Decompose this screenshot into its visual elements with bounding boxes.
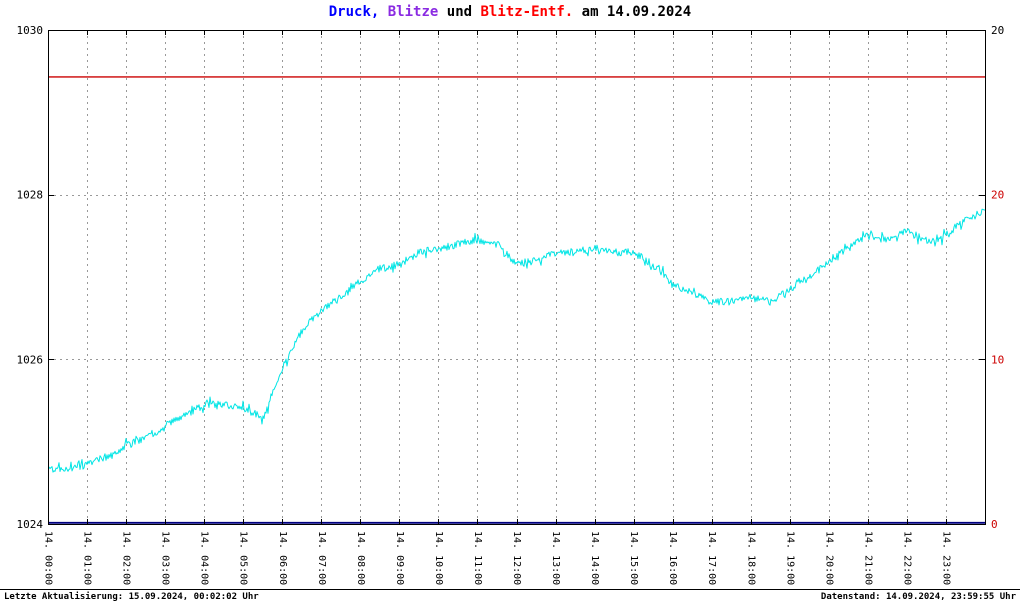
title-blitz-entf: Blitz-Entf. <box>480 4 574 20</box>
footer-last-update: Letzte Aktualisierung: 15.09.2024, 00:02… <box>4 592 259 602</box>
y-tick-label-left: 1024 <box>17 518 44 531</box>
druck-series-line <box>48 208 986 473</box>
axis-ticks <box>48 30 986 525</box>
y-tick-label-left: 1026 <box>17 353 44 366</box>
x-tick-label: 14. 04:00 <box>199 531 210 585</box>
x-tick-label: 14. 07:00 <box>316 531 327 585</box>
x-tick-label: 14. 02:00 <box>121 531 132 585</box>
x-tick-label: 14. 01:00 <box>82 531 93 585</box>
x-tick-label: 14. 18:00 <box>745 531 756 585</box>
grid <box>48 30 985 524</box>
x-tick-label: 14. 19:00 <box>784 531 795 585</box>
x-tick-label: 14. 10:00 <box>433 531 444 585</box>
y-axis-label-right-black: 20 <box>991 24 1004 37</box>
x-tick-label: 14. 00:00 <box>43 531 54 585</box>
x-tick-label: 14. 12:00 <box>511 531 522 585</box>
x-tick-label: 14. 22:00 <box>901 531 912 585</box>
x-tick-label: 14. 21:00 <box>862 531 873 585</box>
x-tick-label: 14. 17:00 <box>706 531 717 585</box>
y-tick-label-right-black: 20 <box>991 24 1004 37</box>
x-axis-labels: 14. 00:00 14. 01:00 14. 02:00 14. 03:00 14. … <box>43 531 952 585</box>
x-tick-label: 14. 15:00 <box>628 531 639 585</box>
chart-title: Druck, Blitze und Blitz-Entf. am 14.09.2… <box>0 4 1020 20</box>
title-druck: Druck, <box>328 4 380 20</box>
x-tick-label: 14. 16:00 <box>667 531 678 585</box>
x-tick-label: 14. 11:00 <box>472 531 483 585</box>
x-tick-label: 14. 13:00 <box>550 531 561 585</box>
y-axis-labels-left: 1024 1026 1028 1030 <box>17 24 44 531</box>
x-tick-label: 14. 08:00 <box>355 531 366 585</box>
y-tick-label-left: 1028 <box>17 189 44 202</box>
y-tick-label-right-red: 0 <box>991 518 998 531</box>
x-tick-label: 14. 23:00 <box>940 531 951 585</box>
footer-data-state: Datenstand: 14.09.2024, 23:59:55 Uhr <box>820 592 1016 602</box>
x-tick-label: 14. 14:00 <box>589 531 600 585</box>
x-tick-label: 14. 06:00 <box>277 531 288 585</box>
title-blitze: Blitze <box>379 4 439 20</box>
title-und: und <box>438 4 481 20</box>
x-tick-label: 14. 20:00 <box>823 531 834 585</box>
x-tick-label: 14. 05:00 <box>238 531 249 585</box>
y-tick-label-left: 1030 <box>17 24 44 37</box>
y-tick-label-right-red: 10 <box>991 353 1004 366</box>
y-axis-labels-right-red: 20 10 0 <box>991 189 1004 531</box>
pressure-lightning-chart-canvas: 1024 1026 1028 1030 20 20 10 0 14. 00:00 14. 01:0… <box>17 24 1005 585</box>
title-date: am 14.09.2024 <box>573 4 692 20</box>
x-tick-label: 14. 09:00 <box>394 531 405 585</box>
y-tick-label-right-red: 20 <box>991 189 1004 202</box>
footer: Letzte Aktualisierung: 15.09.2024, 00:02… <box>0 589 1020 605</box>
x-tick-label: 14. 03:00 <box>160 531 171 585</box>
